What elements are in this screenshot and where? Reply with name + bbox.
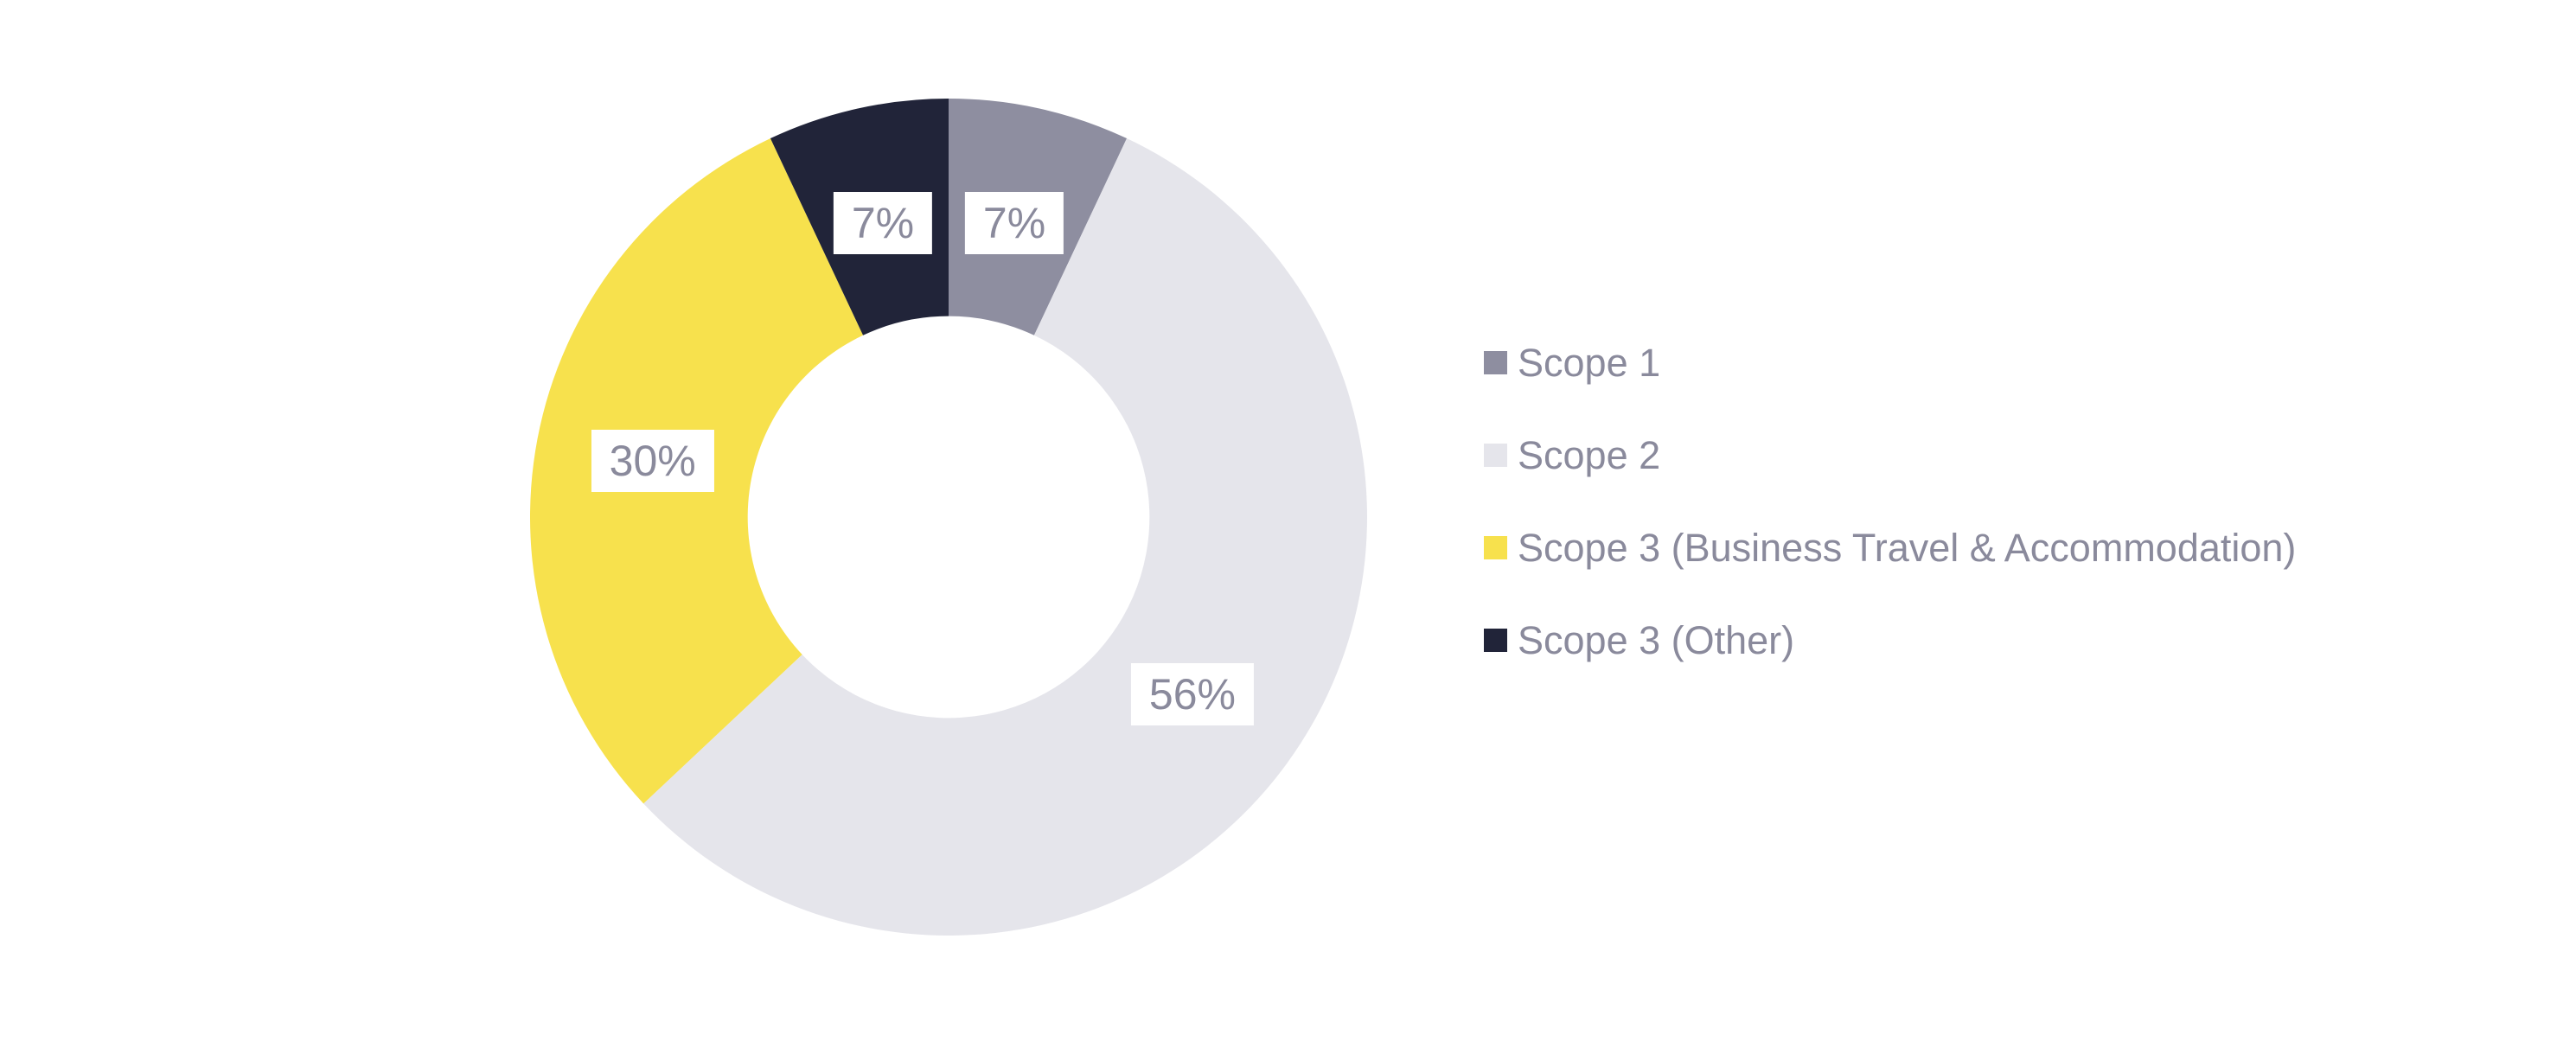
legend-item-label: Scope 2 — [1518, 433, 1661, 477]
donut-slices[interactable] — [530, 99, 1367, 936]
legend-item-2[interactable]: Scope 2 — [1484, 409, 2296, 501]
donut-slice-2[interactable] — [643, 138, 1367, 936]
legend-item-1[interactable]: Scope 1 — [1484, 316, 2296, 409]
legend-swatch-icon — [1484, 629, 1507, 652]
slice-data-label-2: 56% — [1130, 662, 1254, 725]
slice-data-label-4: 7% — [833, 191, 933, 254]
legend-item-label: Scope 3 (Other) — [1518, 618, 1795, 662]
legend-item-label: Scope 1 — [1518, 341, 1661, 385]
legend-swatch-icon — [1484, 351, 1507, 374]
legend-swatch-icon — [1484, 536, 1507, 559]
legend-item-3[interactable]: Scope 3 (Business Travel & Accommodation… — [1484, 501, 2296, 594]
slice-data-label-1: 7% — [964, 191, 1064, 254]
chart-legend: Scope 1 Scope 2 Scope 3 (Business Travel &… — [1484, 316, 2296, 687]
legend-swatch-icon — [1484, 444, 1507, 467]
slice-data-label-3: 30% — [591, 429, 714, 492]
donut-chart[interactable]: 7% 56% 30% 7% — [530, 99, 1367, 936]
legend-item-label: Scope 3 (Business Travel & Accommodation… — [1518, 526, 2297, 570]
legend-item-4[interactable]: Scope 3 (Other) — [1484, 594, 2296, 687]
